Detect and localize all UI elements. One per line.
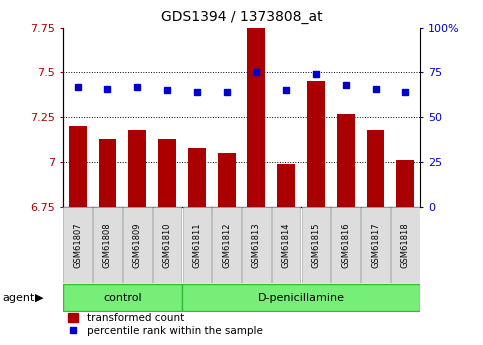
- Text: GSM61817: GSM61817: [371, 222, 380, 268]
- Text: ▶: ▶: [35, 293, 43, 303]
- Bar: [188, 148, 206, 207]
- Text: agent: agent: [2, 293, 35, 303]
- Bar: [302, 207, 330, 283]
- Text: GSM61813: GSM61813: [252, 222, 261, 268]
- Bar: [158, 139, 176, 207]
- Bar: [153, 207, 181, 283]
- Bar: [63, 207, 92, 283]
- Text: GSM61811: GSM61811: [192, 222, 201, 268]
- Text: GSM61810: GSM61810: [163, 222, 171, 268]
- Bar: [397, 160, 414, 207]
- Bar: [361, 207, 390, 283]
- Text: GSM61818: GSM61818: [401, 222, 410, 268]
- Bar: [247, 6, 265, 207]
- Bar: [213, 207, 241, 283]
- Bar: [63, 284, 182, 311]
- Text: control: control: [103, 293, 142, 303]
- Bar: [183, 207, 211, 283]
- Bar: [367, 130, 384, 207]
- Bar: [93, 207, 122, 283]
- Bar: [128, 130, 146, 207]
- Text: GSM61808: GSM61808: [103, 222, 112, 268]
- Text: GSM61812: GSM61812: [222, 222, 231, 268]
- Bar: [182, 284, 420, 311]
- Text: D-penicillamine: D-penicillamine: [257, 293, 344, 303]
- Bar: [242, 207, 270, 283]
- Legend: transformed count, percentile rank within the sample: transformed count, percentile rank withi…: [68, 313, 263, 336]
- Bar: [272, 207, 300, 283]
- Bar: [337, 114, 355, 207]
- Bar: [123, 207, 152, 283]
- Bar: [391, 207, 420, 283]
- Bar: [331, 207, 360, 283]
- Bar: [218, 153, 236, 207]
- Bar: [69, 126, 86, 207]
- Bar: [99, 139, 116, 207]
- Bar: [307, 81, 325, 207]
- Text: GSM61809: GSM61809: [133, 222, 142, 268]
- Text: GSM61807: GSM61807: [73, 222, 82, 268]
- Text: GSM61816: GSM61816: [341, 222, 350, 268]
- Text: GSM61814: GSM61814: [282, 222, 291, 268]
- Bar: [277, 164, 295, 207]
- Title: GDS1394 / 1373808_at: GDS1394 / 1373808_at: [161, 10, 322, 24]
- Text: GSM61815: GSM61815: [312, 222, 320, 268]
